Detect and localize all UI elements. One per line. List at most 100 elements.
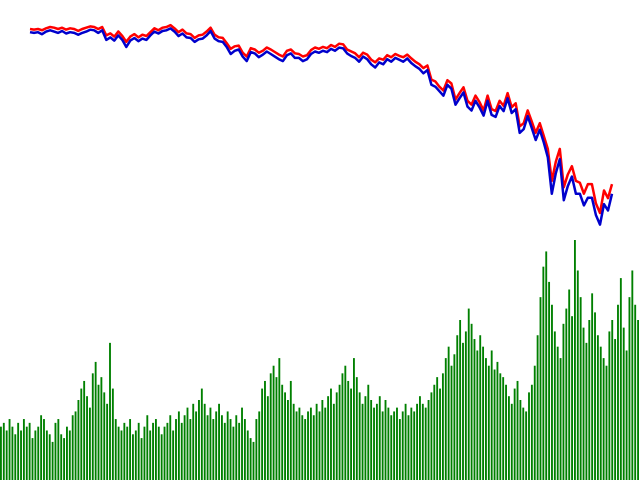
volume-bar [482,346,485,480]
volume-bar [120,430,123,480]
volume-bar [180,422,183,480]
volume-bar [332,403,335,480]
volume-bar [123,422,126,480]
volume-bar [106,403,109,480]
volume-bar [264,380,266,480]
price-series-line-1 [29,23,614,215]
volume-bar [315,403,318,480]
price-lines [29,23,614,226]
volume-bar [166,422,169,480]
volume-bar [28,422,31,480]
volume-bar [307,411,309,480]
volume-bar [255,419,258,480]
volume-bar [68,430,71,480]
volume-bar [298,407,301,480]
volume-bar [160,434,163,480]
volume-bar [301,415,304,480]
volume-bar [576,270,579,480]
volume-bar [40,415,43,480]
volume-bar [556,346,559,480]
volume-bar [565,308,568,480]
volume-bar [479,335,482,480]
volume-bar [172,430,175,480]
volume-bar [45,430,48,480]
volume-bar [335,392,338,480]
volume-bar [212,419,215,480]
volume-bar [177,411,180,480]
volume-bar [129,419,132,480]
volume-bar [611,320,614,480]
volume-bar [278,358,281,480]
volume-bar [295,411,298,480]
volume-bar [548,281,551,480]
volume-bar [183,415,186,480]
volume-bar [390,415,393,480]
volume-bar [292,403,295,480]
volume-bar [637,320,639,480]
volume-bar [126,426,129,480]
volume-bar [393,411,396,480]
volume-bar [318,411,321,480]
volume-bar [66,426,68,480]
volume-bar [338,384,341,480]
volume-bar [347,380,350,480]
volume-bar [568,289,571,480]
volume-bar [175,419,177,480]
volume-bar [146,415,149,480]
volume-bar [284,392,286,480]
volume-bar [258,411,261,480]
volume-bar [11,426,14,480]
volume-bar [427,400,430,480]
volume-bar [0,426,2,480]
volume-bar [195,411,198,480]
volume-bar [401,411,404,480]
volume-bar [522,407,525,480]
volume-bar [421,403,424,480]
volume-bar [450,365,453,480]
volume-bar [226,411,229,480]
volume-bar [324,407,327,480]
volume-bar [48,434,51,480]
volume-bar [100,377,103,480]
volume-bar [60,434,63,480]
volume-bar [419,396,421,480]
volume-bar [384,400,387,480]
volume-bar [137,422,140,480]
volume-bar [631,270,634,480]
volume-bar [571,316,573,480]
volume-bar [588,320,591,480]
volume-bar [103,392,106,480]
volume-bars [0,240,639,480]
volume-bar [473,339,476,480]
volume-bar [470,323,473,480]
volume-bar [634,304,637,480]
volume-bar [223,422,226,480]
volume-bar [43,419,45,480]
volume-bar [485,358,487,480]
volume-bar [387,407,390,480]
volume-bar [304,419,307,480]
volume-bar [464,331,467,480]
volume-bar [143,426,146,480]
volume-bar [198,400,200,480]
volume-bar [355,377,358,480]
volume-bar [533,365,536,480]
volume-bar [109,342,111,480]
volume-bar [309,407,312,480]
volume-bar [407,415,410,480]
volume-bar [608,331,611,480]
volume-bar [77,400,80,480]
volume-bar [594,312,596,480]
volume-bar [74,411,77,480]
volume-bar [536,335,539,480]
volume-bar [579,297,582,480]
volume-bar [22,419,25,480]
volume-bar [507,396,510,480]
volume-bar [459,320,462,480]
volume-bar [330,388,332,480]
volume-bar [235,415,238,480]
volume-bar [20,430,22,480]
volume-bar [86,396,88,480]
volume-bar [281,384,284,480]
